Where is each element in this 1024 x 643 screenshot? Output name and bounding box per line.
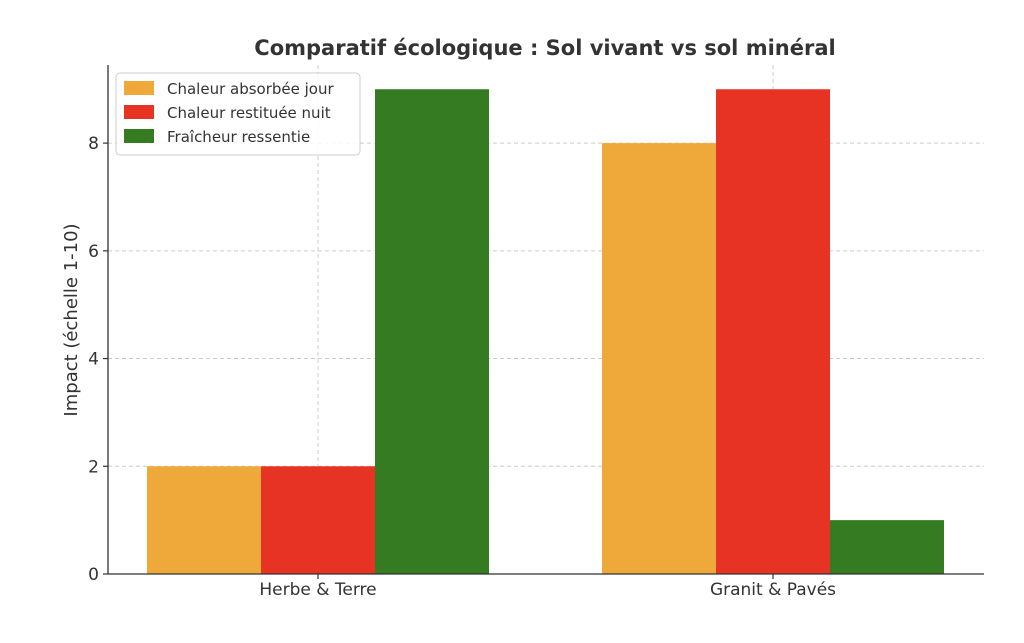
bar bbox=[830, 520, 944, 574]
bar bbox=[375, 89, 489, 574]
legend-label: Chaleur restituée nuit bbox=[167, 104, 331, 122]
legend-swatch bbox=[124, 81, 154, 95]
chart-title: Comparatif écologique : Sol vivant vs so… bbox=[254, 36, 835, 60]
x-tick-label: Granit & Pavés bbox=[710, 580, 836, 600]
bar bbox=[602, 143, 716, 574]
bar bbox=[716, 89, 830, 574]
y-tick-label: 6 bbox=[88, 242, 99, 262]
legend-label: Chaleur absorbée jour bbox=[167, 80, 334, 98]
legend-label: Fraîcheur ressentie bbox=[167, 128, 310, 146]
legend: Chaleur absorbée jour Chaleur restituée n… bbox=[115, 72, 361, 156]
legend-swatch bbox=[124, 105, 154, 119]
bar bbox=[261, 466, 375, 574]
y-tick-label: 8 bbox=[88, 134, 99, 154]
y-axis-label: Impact (échelle 1-10) bbox=[61, 223, 82, 416]
axes bbox=[107, 65, 984, 575]
bars bbox=[147, 89, 944, 574]
y-tick-label: 4 bbox=[88, 350, 99, 370]
x-tick-label: Herbe & Terre bbox=[259, 580, 376, 600]
bar bbox=[147, 466, 261, 574]
legend-box bbox=[115, 72, 361, 156]
y-tick-label: 0 bbox=[88, 565, 99, 585]
legend-swatch bbox=[124, 129, 154, 143]
x-ticks: Herbe & Terre Granit & Pavés bbox=[259, 574, 836, 600]
y-ticks: 0 2 4 6 8 bbox=[88, 134, 108, 585]
y-tick-label: 2 bbox=[88, 457, 99, 477]
